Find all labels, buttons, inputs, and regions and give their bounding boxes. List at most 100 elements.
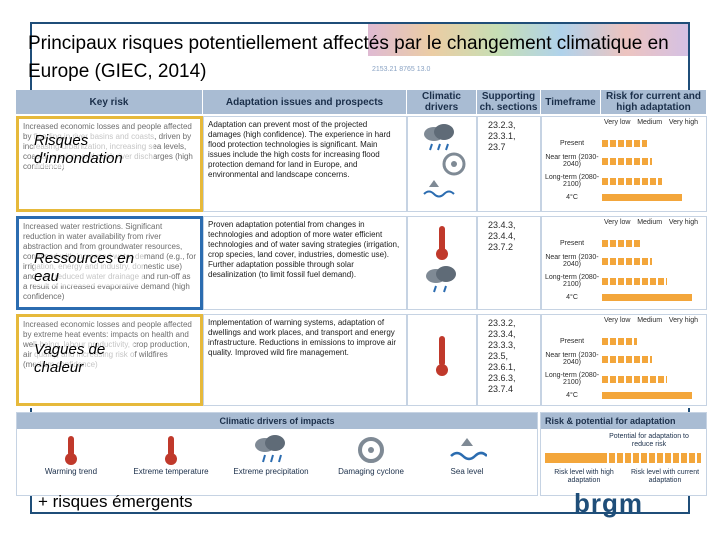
- long-term-2c-bar: [602, 277, 667, 285]
- warming-trend-icon: [65, 436, 77, 465]
- scale-medium: Medium: [637, 219, 663, 226]
- section-ref: 23.3.2,: [488, 318, 516, 328]
- near-term-label: Near term (2030-2040): [545, 154, 599, 168]
- bar-row-long-2: Long-term (2080-2100): [542, 372, 706, 386]
- present-bar: [602, 239, 642, 247]
- bar-row-long-4: 4°C: [542, 291, 706, 303]
- long-term-2c-bar: [602, 375, 667, 383]
- sections-cell: 23.2.3, 23.3.1, 23.7: [477, 116, 541, 212]
- section-ref: 23.7: [488, 142, 506, 152]
- header-sections: Supporting ch. sections: [477, 90, 541, 114]
- drivers-cell: [407, 216, 477, 310]
- scale-high: Very high: [668, 219, 698, 226]
- risk-level-cell: Very low Medium Very high Present Near t…: [541, 116, 707, 212]
- long-term-label: Long-term (2080-2100): [544, 372, 600, 386]
- sections-cell: 23.3.2, 23.3.4, 23.3.3, 23.5, 23.6.1, 23…: [477, 314, 541, 406]
- driver-sea-level: Sea level: [417, 433, 517, 476]
- long-term-4c-bar: [602, 193, 682, 201]
- scale-high: Very high: [668, 317, 698, 324]
- driver-warming-trend: Warming trend: [21, 433, 121, 476]
- near-term-label: Near term (2030-2040): [545, 254, 599, 268]
- header-key-risk: Key risk: [16, 90, 203, 114]
- bar-row-present: Present: [542, 335, 706, 347]
- risk-scale: Very low Medium Very high: [604, 317, 698, 324]
- bar-row-present: Present: [542, 137, 706, 149]
- header-drivers: Climatic drivers: [407, 90, 477, 114]
- bar-row-long-2: Long-term (2080-2100): [542, 174, 706, 188]
- high-adaptation-label: Risk level with high adaptation: [554, 469, 614, 484]
- bar-row-long-2: Long-term (2080-2100): [542, 274, 706, 288]
- section-ref: 23.7.4: [488, 384, 514, 394]
- risk-level-cell: Very low Medium Very high Present Near t…: [541, 314, 707, 406]
- map-caption: 2153.21 8765 13.0: [372, 66, 431, 73]
- present-label: Present: [559, 239, 585, 247]
- risk-scale: Very low Medium Very high: [604, 219, 698, 226]
- driver-extreme-temperature: Extreme temperature: [121, 433, 221, 476]
- drivers-cell: [407, 116, 477, 212]
- label-water-resources: Ressources en eau: [34, 250, 144, 286]
- long-term-4c-bar: [602, 391, 692, 399]
- scale-high: Very high: [668, 119, 698, 126]
- long-term-2c-bar: [602, 177, 662, 185]
- extreme-temperature-icon: [165, 436, 177, 465]
- risk-scale: Very low Medium Very high: [604, 119, 698, 126]
- emerging-risks-note: + risques émergents: [38, 492, 193, 511]
- brgm-logo: brgm: [574, 488, 643, 518]
- scale-medium: Medium: [637, 119, 663, 126]
- current-adaptation-label: Risk level with current adaptation: [630, 469, 700, 484]
- driver-label: Extreme temperature: [133, 467, 209, 476]
- section-ref: 23.5, 23.6.1,: [488, 351, 516, 372]
- label-flood-risk: Risques d'innondation: [34, 132, 154, 168]
- bar-row-long-4: 4°C: [542, 389, 706, 401]
- current-adaptation-bar: [601, 453, 701, 463]
- driver-label: Damaging cyclone: [338, 467, 404, 476]
- scale-low: Very low: [604, 119, 631, 126]
- header-risk-level: Risk for current and high adaptation: [601, 90, 707, 114]
- sections-cell: 23.4.3, 23.4.4, 23.7.2: [477, 216, 541, 310]
- damaging-cyclone-icon: [358, 437, 384, 463]
- label-heat-waves: Vagues de chaleur: [34, 341, 134, 377]
- risk-panel-title: Risk & potential for adaptation: [541, 413, 706, 429]
- scale-medium: Medium: [637, 317, 663, 324]
- scale-low: Very low: [604, 317, 631, 324]
- bar-row-present: Present: [542, 237, 706, 249]
- adaptation-cell: Adaptation can prevent most of the proje…: [203, 116, 407, 212]
- present-label: Present: [559, 139, 585, 147]
- section-ref: 23.4.4,: [488, 231, 516, 241]
- long-term-label: Long-term (2080-2100): [544, 274, 600, 288]
- near-term-label: Near term (2030-2040): [545, 352, 599, 366]
- rain-cloud-icon: [423, 124, 466, 198]
- high-adaptation-bar: [545, 453, 601, 463]
- section-ref: 23.3.1,: [488, 131, 516, 141]
- bar-row-near: Near term (2030-2040): [542, 254, 706, 268]
- section-ref: 23.3.3,: [488, 340, 516, 350]
- extreme-precipitation-icon: [255, 435, 285, 463]
- risk-potential-panel: Risk & potential for adaptation Potentia…: [540, 412, 707, 496]
- present-bar: [602, 139, 647, 147]
- adaptation-cell: Proven adaptation potential from changes…: [203, 216, 407, 310]
- long-term-4c-bar: [602, 293, 692, 301]
- section-ref: 23.3.4,: [488, 329, 516, 339]
- scale-low: Very low: [604, 219, 631, 226]
- section-ref: 23.2.3,: [488, 120, 516, 130]
- present-bar: [602, 337, 637, 345]
- header-adaptation: Adaptation issues and prospects: [203, 90, 407, 114]
- long-term-4c-label: 4°C: [566, 193, 578, 201]
- near-term-bar: [602, 157, 652, 165]
- thermometer-icon: [436, 336, 448, 376]
- slide-title: Principaux risques potentiellement affec…: [28, 33, 669, 82]
- long-term-4c-label: 4°C: [566, 293, 578, 301]
- thermometer-icon: [426, 226, 456, 293]
- driver-extreme-precipitation: Extreme precipitation: [221, 433, 321, 476]
- long-term-label: Long-term (2080-2100): [544, 174, 600, 188]
- driver-label: Warming trend: [44, 467, 98, 476]
- bar-row-near: Near term (2030-2040): [542, 154, 706, 168]
- adaptation-cell: Implementation of warning systems, adapt…: [203, 314, 407, 406]
- adaptation-bar: [545, 453, 701, 463]
- driver-damaging-cyclone: Damaging cyclone: [321, 433, 421, 476]
- present-label: Present: [559, 337, 585, 345]
- section-ref: 23.4.3,: [488, 220, 516, 230]
- long-term-4c-label: 4°C: [566, 391, 578, 399]
- section-ref: 23.6.3,: [488, 373, 516, 383]
- map-background: [368, 24, 690, 56]
